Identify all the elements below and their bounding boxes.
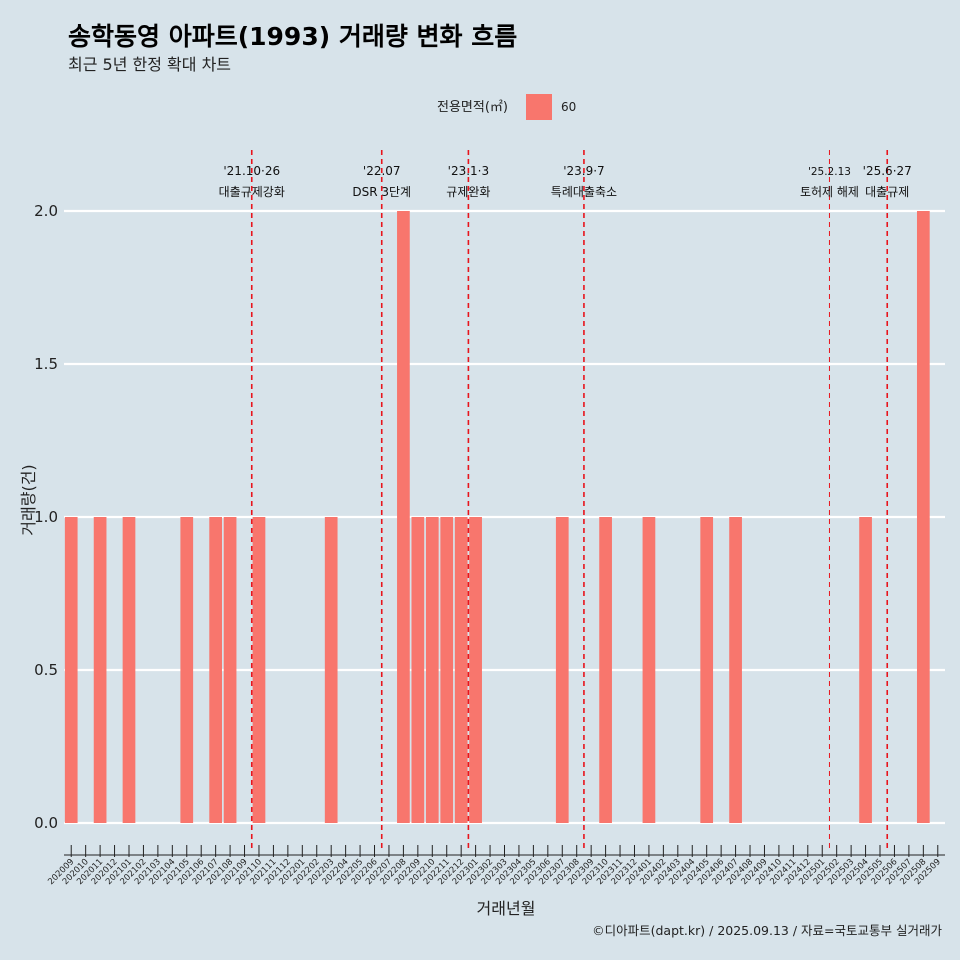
bar-202307	[555, 517, 569, 823]
bars	[64, 211, 930, 823]
caption: ©디아파트(dapt.kr) / 2025.09.13 / 자료=국토교통부 실…	[592, 923, 942, 938]
event-date-0: '21.10·26	[223, 164, 280, 178]
event-label-5: 대출규제	[865, 185, 909, 199]
event-label-0: 대출규제강화	[219, 185, 285, 199]
bar-202301	[469, 517, 482, 823]
bar-202504	[859, 517, 872, 823]
y-tick-label: 1.0	[34, 508, 58, 526]
bar-202101	[122, 517, 136, 823]
y-tick-label: 2.0	[34, 202, 58, 220]
event-date-1: '22.07	[363, 164, 401, 178]
event-date-3: '23.9·7	[563, 164, 604, 178]
y-tick-label: 0.0	[34, 814, 58, 832]
bar-202310	[599, 517, 612, 823]
bar-202401	[642, 517, 656, 823]
bar-202009	[64, 517, 78, 823]
chart-title: 송학동영 아파트(1993) 거래량 변화 흐름	[68, 22, 517, 51]
y-tick-label: 1.5	[34, 355, 58, 373]
grid	[64, 209, 945, 825]
bar-202405	[700, 517, 714, 823]
event-label-3: 특례대출축소	[551, 185, 617, 199]
bar-202203	[324, 517, 338, 823]
legend-title: 전용면적(㎡)	[437, 100, 508, 115]
x-axis: 2020092020102020112020122021012021022021…	[46, 845, 945, 887]
event-date-4: '25.2.13	[808, 166, 851, 178]
y-axis: 0.0 0.5 1.0 1.5 2.0	[34, 202, 58, 832]
event-label-4: 토허제 해제	[800, 185, 859, 199]
bar-202105	[180, 517, 194, 823]
y-tick-label: 0.5	[34, 661, 58, 679]
event-date-5: '25.6·27	[863, 164, 912, 178]
legend-swatch	[526, 94, 552, 120]
legend-label: 60	[561, 100, 576, 114]
bar-202508	[916, 211, 930, 823]
bar-202208	[397, 211, 410, 823]
bar-202407	[729, 517, 742, 823]
bar-202211	[440, 517, 454, 823]
y-axis-label: 거래량(건)	[19, 464, 38, 535]
x-axis-label: 거래년월	[477, 899, 536, 918]
legend: 전용면적(㎡) 60	[437, 94, 576, 120]
bar-202011	[93, 517, 107, 823]
bar-202110	[252, 517, 266, 823]
bar-202209	[411, 517, 425, 823]
event-date-2: '23.1·3	[448, 164, 489, 178]
bar-202108	[223, 517, 237, 823]
bar-202212	[454, 517, 468, 823]
event-label-2: 규제완화	[446, 185, 490, 199]
bar-202210	[425, 517, 439, 823]
event-label-1: DSR 3단계	[352, 185, 411, 199]
annotations: '21.10·26 대출규제강화 '22.07 DSR 3단계 '23.1·3 규제완화 '…	[219, 150, 912, 850]
bar-202107	[209, 517, 223, 823]
chart-subtitle: 최근 5년 한정 확대 차트	[68, 55, 231, 74]
